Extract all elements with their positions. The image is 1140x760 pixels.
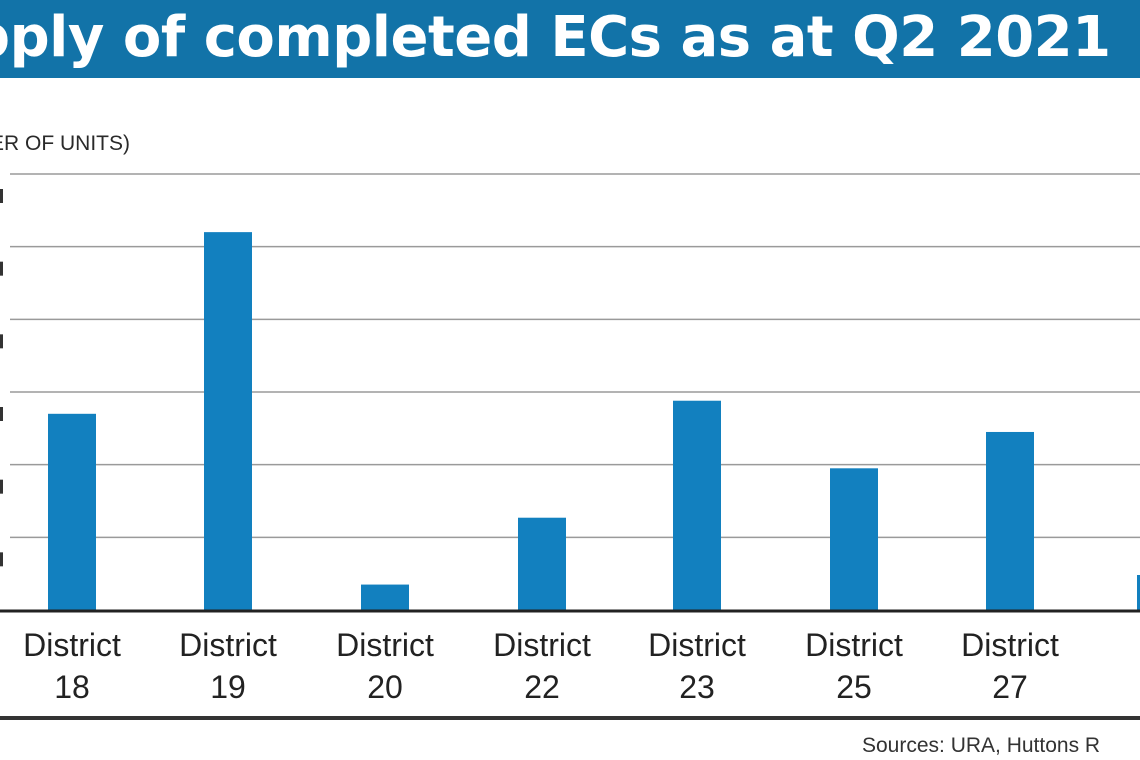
x-tick-label: District 19 — [179, 627, 277, 705]
y-tick-label-fragment — [0, 189, 3, 203]
title-bar: pply of completed ECs as at Q2 2021 — [0, 0, 1140, 78]
bar — [361, 584, 409, 610]
bar — [48, 413, 96, 610]
bar — [204, 232, 252, 610]
bar — [673, 400, 721, 610]
bar — [986, 431, 1034, 610]
y-tick-label-fragment — [0, 407, 3, 421]
chart-title: pply of completed ECs as at Q2 2021 — [0, 5, 1111, 70]
x-tick-label: District 27 — [961, 627, 1059, 705]
y-tick-label-fragment — [0, 261, 3, 276]
y-axis-label: ER OF UNITS) — [0, 132, 130, 155]
bar-partial — [1137, 575, 1140, 610]
y-tick-label-fragment — [0, 334, 3, 349]
x-tick-label: District 25 — [805, 627, 903, 705]
x-tick-label: District 23 — [648, 627, 746, 705]
x-tick-label: District 20 — [336, 627, 434, 705]
x-tick-label: District 22 — [493, 627, 591, 705]
source-note: Sources: URA, Huttons R — [862, 734, 1101, 757]
x-tick-label: District 18 — [23, 627, 121, 705]
y-tick-label-fragment — [0, 479, 3, 494]
bar — [830, 468, 878, 610]
bar — [518, 517, 566, 610]
y-tick-label-fragment — [0, 552, 3, 567]
